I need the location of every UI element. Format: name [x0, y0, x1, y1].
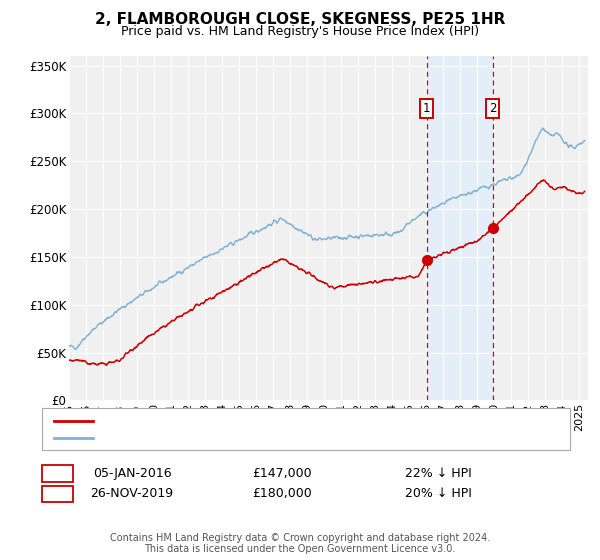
Text: £180,000: £180,000: [252, 487, 312, 501]
Text: 2, FLAMBOROUGH CLOSE, SKEGNESS, PE25 1HR: 2, FLAMBOROUGH CLOSE, SKEGNESS, PE25 1HR: [95, 12, 505, 27]
Text: 1: 1: [423, 102, 430, 115]
Text: 22% ↓ HPI: 22% ↓ HPI: [404, 466, 472, 480]
Text: 2: 2: [489, 102, 496, 115]
Text: 1: 1: [53, 466, 62, 480]
Bar: [427, 56, 493, 400]
Text: £147,000: £147,000: [252, 466, 312, 480]
Text: 05-JAN-2016: 05-JAN-2016: [92, 466, 172, 480]
Text: Price paid vs. HM Land Registry's House Price Index (HPI): Price paid vs. HM Land Registry's House …: [121, 25, 479, 38]
Text: 2: 2: [53, 487, 62, 501]
Text: This data is licensed under the Open Government Licence v3.0.: This data is licensed under the Open Gov…: [145, 544, 455, 554]
Text: 2, FLAMBOROUGH CLOSE, SKEGNESS, PE25 1HR (detached house): 2, FLAMBOROUGH CLOSE, SKEGNESS, PE25 1HR…: [98, 414, 490, 427]
Text: 20% ↓ HPI: 20% ↓ HPI: [404, 487, 472, 501]
Text: Contains HM Land Registry data © Crown copyright and database right 2024.: Contains HM Land Registry data © Crown c…: [110, 533, 490, 543]
Text: HPI: Average price, detached house, East Lindsey: HPI: Average price, detached house, East…: [98, 432, 391, 445]
Text: 26-NOV-2019: 26-NOV-2019: [91, 487, 173, 501]
